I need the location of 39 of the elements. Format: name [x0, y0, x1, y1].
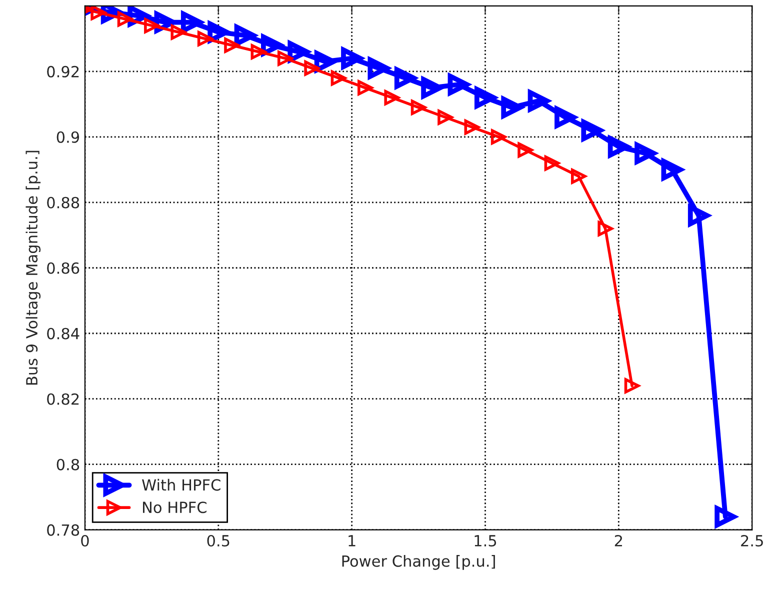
point [304, 60, 320, 76]
point [330, 70, 346, 86]
point [358, 80, 373, 96]
y-tick-label: 0.88 [47, 196, 80, 208]
legend-label: No HPFC [143, 502, 206, 514]
y-tick-label: 0.9 [56, 131, 80, 143]
point [117, 11, 133, 27]
point [438, 110, 453, 125]
point [544, 155, 560, 171]
y-axis-title: Bus 9 Voltage Magnitude [p.u.] [26, 150, 41, 385]
point [570, 168, 586, 184]
point [90, 6, 106, 20]
y-tick-label: 0.8 [56, 458, 80, 470]
y-tick-label: 0.86 [47, 262, 80, 274]
point [624, 378, 640, 394]
point [410, 100, 426, 116]
y-tick-label: 0.84 [47, 328, 80, 340]
point [490, 129, 506, 145]
point [598, 220, 613, 236]
point [197, 31, 213, 46]
y-tick-label: 0.82 [47, 393, 79, 405]
point [277, 50, 293, 66]
point [144, 18, 160, 34]
point [170, 24, 186, 40]
point [518, 142, 533, 158]
y-tick-label: 0.92 [47, 66, 79, 78]
legend-label: With HPFC [142, 478, 220, 491]
point [224, 38, 240, 53]
point [464, 119, 480, 135]
x-tick-label: 2.5 [741, 534, 763, 547]
point [250, 44, 266, 60]
x-tick-label: 2 [614, 534, 622, 546]
point [384, 90, 400, 106]
x-tick-label: 0.5 [207, 534, 230, 547]
y-tick-label: 0.78 [47, 524, 80, 536]
x-tick-label: 0 [81, 534, 89, 547]
x-axis-title: Power Change [p.u.] [342, 555, 495, 570]
x-tick-label: 1.5 [474, 535, 496, 547]
x-tick-label: 1 [348, 535, 356, 546]
